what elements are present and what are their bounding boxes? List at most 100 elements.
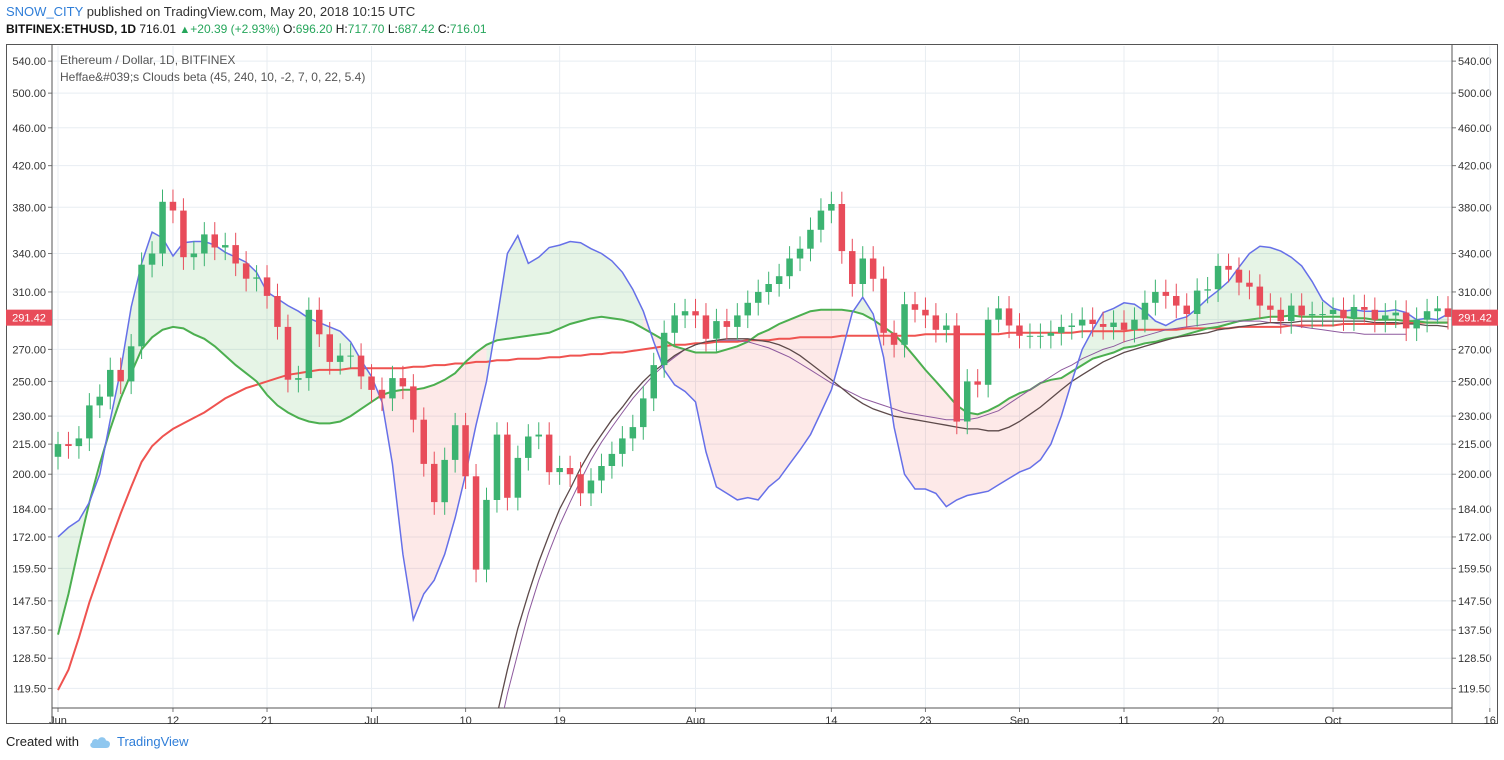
candle-up <box>441 459 448 503</box>
symbol-ohlc-line: BITFINEX:ETHUSD, 1D 716.01 ▲+20.39 (+2.9… <box>6 22 487 36</box>
candle-down <box>869 258 877 279</box>
candle-down <box>180 210 187 258</box>
candle-up <box>1131 319 1138 330</box>
candle-down <box>911 304 919 310</box>
cloud-bearish <box>873 314 1072 507</box>
y-tick-label-left: 215.00 <box>12 439 46 451</box>
candle-up <box>1319 314 1326 315</box>
created-with-text: Created with <box>6 734 79 749</box>
candle-up <box>96 396 103 406</box>
x-tick-label: Jun <box>49 715 67 724</box>
candle-up <box>817 210 825 230</box>
tradingview-cloud-icon <box>90 736 110 748</box>
candle-up <box>786 258 793 277</box>
price-chart[interactable]: 119.50 119.50 128.50 128.50 137.50 137.50 147.… <box>6 44 1498 724</box>
x-tick-label: 23 <box>919 715 931 724</box>
candle-down <box>410 386 417 420</box>
candle-down <box>1162 291 1170 296</box>
y-tick-label-right: 159.50 <box>1458 563 1492 575</box>
candle-up <box>681 311 689 316</box>
candle-down <box>1099 324 1107 327</box>
y-tick-label-left: 420.00 <box>12 161 46 173</box>
y-tick-label-right: 184.00 <box>1458 504 1492 516</box>
candle-up <box>525 436 532 458</box>
candle-up <box>775 276 783 284</box>
y-tick-label-left: 147.50 <box>12 596 46 608</box>
candle-up <box>587 480 595 494</box>
candle-down <box>1173 296 1180 306</box>
close-value: 716.01 <box>449 22 487 36</box>
candle-down <box>953 325 960 422</box>
candle-up <box>295 378 302 380</box>
candle-down <box>849 251 856 284</box>
y-tick-label-right: 540.00 <box>1458 56 1492 68</box>
x-tick-label: 21 <box>261 715 273 724</box>
candle-down <box>1444 308 1452 317</box>
candle-up <box>222 245 229 248</box>
cloud-bearish <box>371 344 487 620</box>
candle-down <box>242 263 250 279</box>
y-tick-label-left: 137.50 <box>12 625 46 637</box>
candle-up <box>943 325 950 330</box>
candle-up <box>1413 319 1420 329</box>
candle-up <box>336 355 344 362</box>
price-tag-right <box>1452 309 1498 326</box>
candle-down <box>368 376 375 390</box>
candle-up <box>1058 326 1065 333</box>
candle-down <box>723 321 731 327</box>
chart-frame <box>6 44 1498 724</box>
candle-down <box>65 444 72 446</box>
candle-down <box>1298 305 1305 316</box>
y-tick-label-left: 540.00 <box>12 56 46 68</box>
candle-up <box>629 427 637 439</box>
y-tick-label-left: 159.50 <box>12 563 46 575</box>
y-tick-label-right: 147.50 <box>1458 596 1492 608</box>
band-blue-line <box>57 231 1449 623</box>
candle-up <box>159 201 166 254</box>
y-tick-label-right: 340.00 <box>1458 249 1492 261</box>
candle-up <box>86 405 93 439</box>
y-tick-label-left: 380.00 <box>12 202 46 214</box>
y-tick-label-right: 420.00 <box>1458 161 1492 173</box>
x-tick-label: 19 <box>554 715 566 724</box>
candle-up <box>483 499 490 570</box>
candle-up <box>828 204 835 211</box>
candle-up <box>1204 289 1211 291</box>
high-label: H: <box>335 22 348 36</box>
candle-down <box>472 476 480 570</box>
candle-up <box>1308 314 1316 316</box>
candle-down <box>880 278 887 333</box>
candle-down <box>566 468 574 475</box>
price-tag-left-label: 291.42 <box>12 313 46 325</box>
chart-legend-title: Ethereum / Dollar, 1D, BITFINEX <box>60 53 236 67</box>
x-tick-label: Oct <box>1324 715 1341 724</box>
candle-up <box>1329 309 1337 314</box>
candle-down <box>274 296 281 327</box>
candle-down <box>890 332 898 345</box>
candle-up <box>201 234 208 254</box>
y-tick-label-right: 137.50 <box>1458 625 1492 637</box>
candle-down <box>1256 286 1264 306</box>
candle-down <box>1089 319 1096 324</box>
tradingview-link[interactable]: TradingView <box>116 734 189 749</box>
ma-purple-line <box>503 320 1407 708</box>
y-tick-label-left: 184.00 <box>12 504 46 516</box>
candle-down <box>399 378 407 387</box>
candle-down <box>462 425 469 477</box>
close-label: C: <box>437 22 450 36</box>
candle-down <box>326 334 333 362</box>
candle-up <box>598 466 605 481</box>
author-link[interactable]: SNOW_CITY <box>6 4 84 19</box>
candle-up <box>138 264 145 347</box>
candle-down <box>922 309 929 316</box>
candle-down <box>1016 325 1023 336</box>
x-tick-label: 20 <box>1212 715 1224 724</box>
candle-up <box>1037 335 1044 337</box>
candle-down <box>702 315 710 339</box>
candle-down <box>117 369 124 382</box>
y-tick-label-right: 230.00 <box>1458 411 1492 423</box>
y-tick-label-left: 310.00 <box>12 287 46 299</box>
candle-up <box>127 346 135 382</box>
candle-up <box>535 434 542 437</box>
candle-up <box>660 332 668 366</box>
